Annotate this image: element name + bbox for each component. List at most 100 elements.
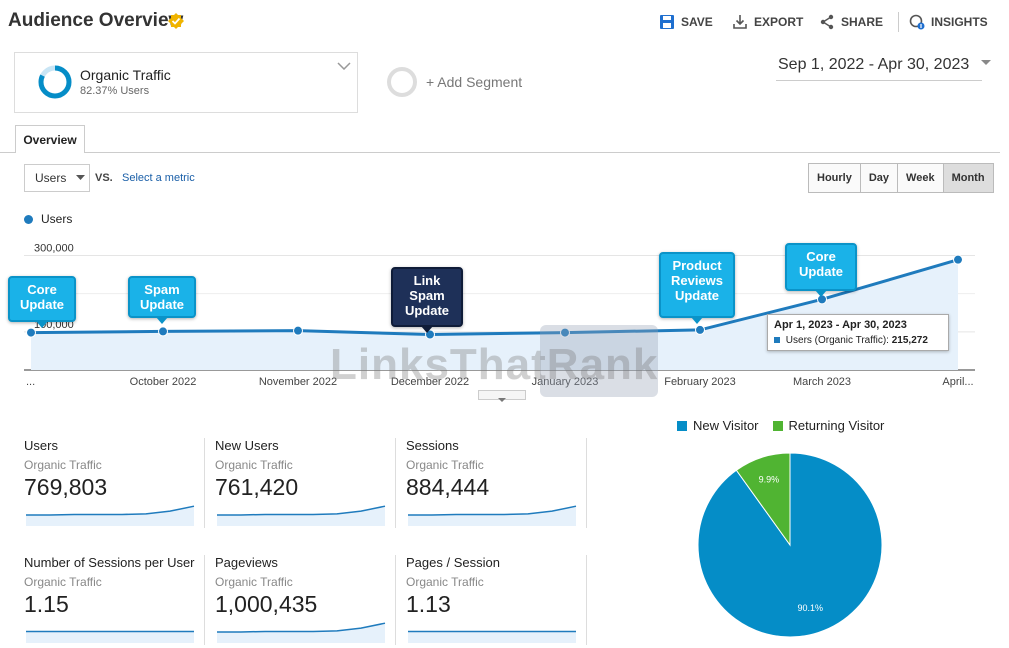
granularity-week[interactable]: Week (898, 164, 944, 192)
watermark-text: LinksThatRank (330, 340, 659, 389)
kpi-separator (586, 438, 587, 528)
granularity-month[interactable]: Month (943, 164, 993, 192)
chevron-down-icon[interactable] (337, 62, 351, 70)
metric-dropdown[interactable]: Users (24, 164, 90, 192)
legend-dot (24, 214, 33, 224)
granularity-hourly[interactable]: Hourly (809, 164, 861, 192)
data-point[interactable] (293, 325, 303, 336)
kpi-sparkline (217, 622, 386, 643)
kpi-segment: Organic Traffic (24, 458, 102, 472)
granularity-toggle: Hourly Day Week Month (808, 163, 994, 193)
data-point[interactable] (560, 327, 570, 338)
vs-label: VS. (95, 172, 113, 184)
kpi-sparkline (26, 505, 195, 526)
kpi-segment: Organic Traffic (406, 575, 484, 589)
save-icon (660, 15, 674, 29)
x-tick-label: January 2023 (532, 376, 599, 388)
tooltip-value: 215,272 (891, 335, 928, 346)
date-range-underline (776, 80, 982, 81)
kpi-card: New Users Organic Traffic 761,420 (215, 438, 395, 526)
kpi-value: 884,444 (406, 474, 490, 500)
spark-line (217, 505, 386, 516)
save-button[interactable]: SAVE (659, 14, 713, 30)
pie-slice-label: 90.1% (798, 603, 824, 613)
annotation-line: Link (413, 273, 441, 288)
segment-subtitle: 82.37% Users (80, 85, 150, 97)
pie-slice[interactable] (735, 452, 791, 547)
annotation-callout[interactable]: Core Update (785, 243, 857, 297)
kpi-segment: Organic Traffic (215, 575, 293, 589)
kpi-label: Users (24, 438, 58, 453)
annotation-callout[interactable]: Link Spam Update (391, 267, 463, 333)
annotation-line: Product (672, 258, 722, 273)
kpi-card: Pageviews Organic Traffic 1,000,435 (215, 555, 395, 643)
annotation-line: Core (27, 282, 57, 297)
kpi-card: Pages / Session Organic Traffic 1.13 (406, 555, 586, 643)
kpi-separator (586, 555, 587, 645)
annotation-line: Spam (409, 288, 445, 303)
legend-swatch (772, 421, 783, 431)
spark-line (408, 505, 577, 516)
insights-button[interactable]: INSIGHTS (909, 14, 988, 30)
annotation-line: Spam (144, 282, 180, 297)
x-tick-label: April... (942, 376, 973, 388)
share-button[interactable]: SHARE (819, 14, 883, 30)
data-point[interactable] (158, 326, 168, 337)
annotation-line: Core (806, 249, 836, 264)
tab-overview[interactable]: Overview (15, 125, 85, 153)
kpi-value: 761,420 (215, 474, 299, 500)
annotation-line: Reviews (670, 273, 724, 288)
spark-area (26, 631, 194, 643)
data-point[interactable] (26, 327, 36, 338)
page-title: Audience Overview (8, 10, 184, 31)
data-point[interactable] (695, 324, 705, 335)
export-button[interactable]: EXPORT (732, 14, 803, 30)
x-tick-label: ... (26, 376, 35, 388)
granularity-day[interactable]: Day (860, 164, 899, 192)
kpi-sparkline (26, 630, 194, 643)
kpi-label: Pageviews (215, 555, 278, 570)
kpi-sparkline (217, 505, 386, 526)
annotation-line: Update (674, 288, 720, 303)
pie-slice-label: 9.9% (759, 474, 780, 484)
kpi-sparkline (408, 505, 577, 526)
date-range-picker[interactable]: Sep 1, 2022 - Apr 30, 2023 (778, 56, 992, 74)
spark-line (26, 505, 195, 516)
caret-down-icon (980, 60, 991, 65)
caret-down-icon (498, 398, 506, 402)
spark-area (217, 623, 385, 643)
kpi-sparkline (408, 630, 576, 643)
tooltip-title: Apr 1, 2023 - Apr 30, 2023 (774, 319, 907, 331)
chart-legend: Users (24, 212, 72, 226)
spark-area (26, 506, 194, 526)
segment-card[interactable] (14, 52, 358, 113)
select-metric-link[interactable]: Select a metric (122, 172, 195, 184)
segment-name: Organic Traffic (80, 67, 171, 83)
kpi-value: 1,000,435 (215, 591, 318, 617)
annotation-callout[interactable]: Spam Update (128, 276, 196, 324)
kpi-card: Users Organic Traffic 769,803 (24, 438, 204, 526)
share-icon (820, 14, 834, 30)
kpi-label: New Users (215, 438, 279, 453)
pie-slice[interactable] (697, 452, 883, 638)
visitor-pie-chart[interactable]: 90.1% 9.9% (695, 450, 885, 640)
annotation-line: Update (19, 297, 65, 312)
watermark-box (540, 325, 658, 397)
tooltip-series: Users (Organic Traffic): (785, 335, 889, 346)
spark-line (217, 622, 386, 633)
data-point[interactable] (953, 254, 963, 265)
kpi-value: 769,803 (24, 474, 108, 500)
kpi-segment: Organic Traffic (215, 458, 293, 472)
spark-area (408, 506, 576, 526)
chart-expand-handle[interactable] (478, 390, 526, 402)
x-tick-label: March 2023 (793, 376, 851, 388)
x-tick-label: November 2022 (259, 376, 337, 388)
legend-swatch (677, 421, 687, 431)
add-segment-button[interactable]: + Add Segment (386, 66, 522, 98)
annotation-callout[interactable]: Product Reviews Update (659, 252, 735, 324)
kpi-separator (395, 438, 396, 528)
caret-down-icon (76, 175, 86, 180)
spark-area (217, 506, 385, 526)
annotation-callout[interactable]: Core Update (8, 276, 76, 328)
series-area (31, 259, 958, 370)
